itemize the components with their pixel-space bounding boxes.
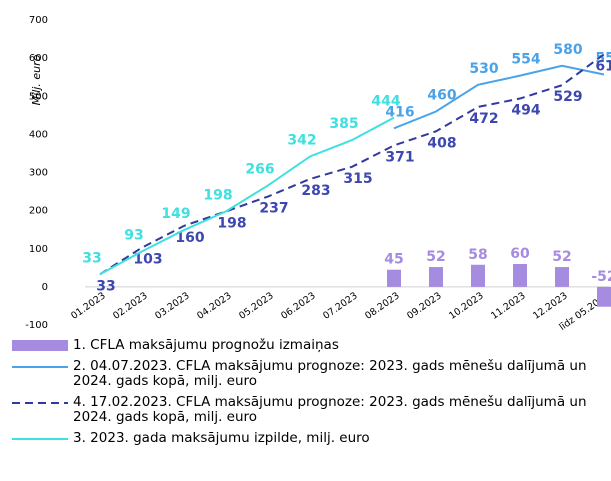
line-series [99,116,395,276]
data-label: 554 [511,52,540,68]
data-label: 60 [510,246,530,262]
data-label: 93 [124,227,143,243]
x-tick-label: 07.2023 [321,290,359,322]
data-label: 444 [371,94,400,110]
x-tick-label: 03.2023 [153,290,191,322]
data-label: 529 [553,89,582,105]
data-label: 610 [595,58,611,74]
legend-swatch [12,402,68,404]
x-tick-label: 12.2023 [531,290,569,322]
chart: Milj. euro -100 0 100 200 300 400 500 600 700 01.… [25,15,611,333]
data-label: 58 [468,247,487,263]
data-label: 149 [161,206,190,222]
legend-item: 1. CFLA maksājumu prognožu izmaiņas [10,338,605,353]
x-tick-label: 02.2023 [111,290,149,322]
data-label: 408 [427,135,456,151]
y-tick-label: 100 [29,244,48,255]
data-label: 416 [385,104,414,120]
bar [429,267,443,287]
data-label: 266 [245,161,274,177]
data-label: 580 [553,42,582,58]
legend-label: 2. 04.07.2023. CFLA maksājumu prognoze: … [73,358,587,389]
x-tick-label: 11.2023 [489,290,527,322]
y-tick-label: 0 [42,282,48,293]
data-label: 385 [329,116,358,132]
bar [597,286,611,307]
x-tick-label: 06.2023 [279,290,317,322]
legend-swatch [12,366,68,368]
data-label: 198 [203,187,232,203]
data-label: 315 [343,171,372,187]
y-tick-label: -100 [25,320,48,331]
legend-item: 4. 17.02.2023. CFLA maksājumu prognoze: … [10,395,605,425]
data-label: 460 [427,88,456,104]
bar [471,264,485,287]
data-label: 494 [511,103,540,119]
y-tick-label: 200 [29,206,48,217]
data-label: 52 [552,249,571,265]
y-tick-label: 700 [29,15,48,26]
bar [387,269,401,287]
legend-label: 1. CFLA maksājumu prognožu izmaiņas [73,337,339,353]
line-series [99,53,605,276]
x-tick-label: 05.2023 [237,290,275,322]
data-label: 33 [96,278,115,294]
data-label: 237 [259,201,288,217]
legend-swatch [12,438,68,440]
data-label: 472 [469,111,498,127]
data-label: 371 [385,149,414,165]
x-tick-label: 01.2023 [69,290,107,322]
x-tick-label: 08.2023 [363,290,401,322]
line-series [393,64,605,130]
data-label: 45 [384,252,403,268]
bar [513,264,527,287]
data-label: 530 [469,61,498,77]
legend-item: 2. 04.07.2023. CFLA maksājumu prognoze: … [10,359,605,389]
y-tick-label: 300 [29,168,48,179]
bar [555,267,569,287]
data-label: 52 [426,249,445,265]
y-tick-label: 500 [29,91,48,102]
x-tick-label: 09.2023 [405,290,443,322]
data-label: 160 [175,230,204,246]
data-label: 103 [133,252,162,268]
data-label: -52 [591,269,611,285]
data-label: 198 [217,215,246,231]
y-tick-label: 400 [29,129,48,140]
data-label: 283 [301,183,330,199]
x-tick-label: 10.2023 [447,290,485,322]
data-label: 557 [595,51,611,67]
legend-swatch [12,340,68,351]
x-tick-label: 04.2023 [195,290,233,322]
legend-label: 3. 2023. gada maksājumu izpilde, milj. e… [73,430,370,446]
y-tick-label: 600 [29,53,48,64]
data-label: 342 [287,132,316,148]
legend: 1. CFLA maksājumu prognožu izmaiņas 2. 04… [10,338,605,452]
y-axis-label: Milj. euro [30,54,43,105]
legend-item: 3. 2023. gada maksājumu izpilde, milj. e… [10,431,605,446]
legend-label: 4. 17.02.2023. CFLA maksājumu prognoze: … [73,394,587,425]
data-label: 33 [82,250,101,266]
